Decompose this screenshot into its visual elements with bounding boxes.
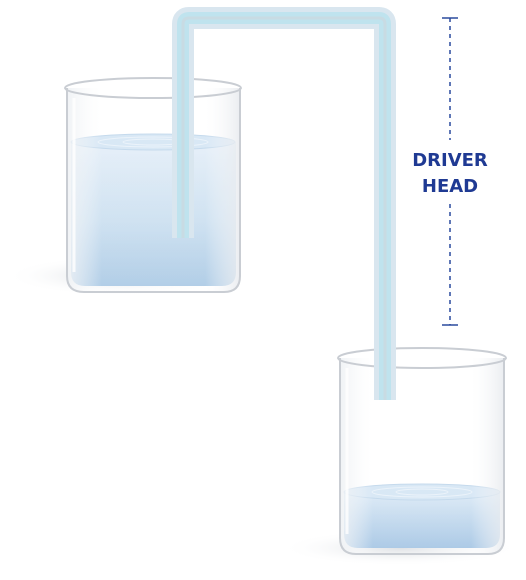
driver-head-label-line1: DRIVER (412, 150, 488, 171)
siphon-tube (172, 7, 396, 400)
driver-head-dimension: DRIVER HEAD (412, 17, 488, 326)
upper-beaker-glass (66, 88, 241, 293)
upper-beaker (64, 77, 242, 293)
lower-beaker-rim (337, 347, 507, 369)
lower-beaker-glass (339, 358, 505, 555)
driver-head-label-line2: HEAD (422, 176, 478, 197)
lower-beaker (337, 347, 507, 555)
upper-beaker-rim (64, 77, 242, 99)
